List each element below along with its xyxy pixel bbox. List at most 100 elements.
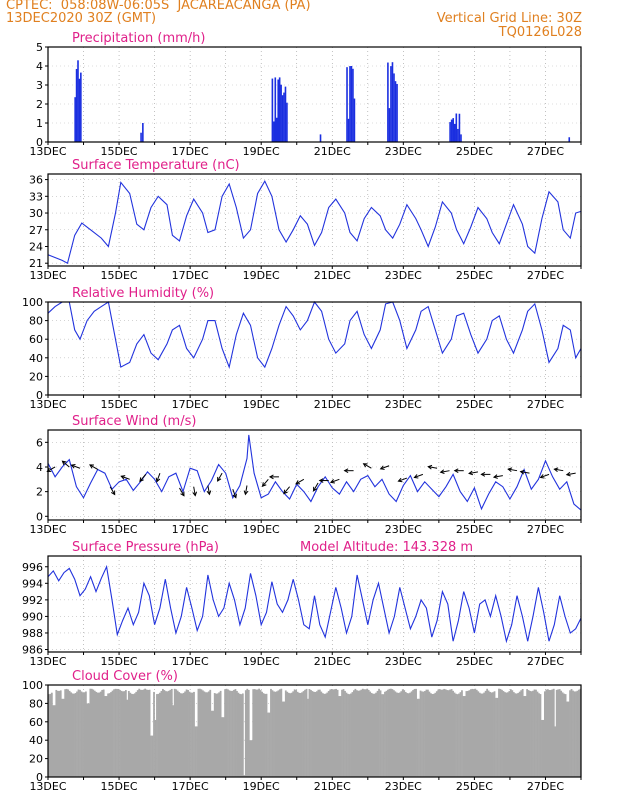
series-line	[47, 434, 582, 511]
y-tick-label: 988	[22, 627, 43, 640]
cloud-bar	[354, 688, 357, 777]
cloud-bar	[176, 690, 179, 777]
wind-arrow-head	[480, 472, 486, 477]
cloud-bar	[114, 688, 117, 777]
x-tick-label: 23DEC	[385, 269, 422, 282]
precip-bar	[346, 67, 348, 142]
cloud-bar	[298, 692, 300, 777]
cloud-bar	[314, 691, 317, 777]
precip-bar	[390, 66, 392, 142]
cloud-bar	[357, 690, 360, 777]
wind-arrow-head	[507, 467, 513, 473]
cloud-bar	[49, 693, 52, 777]
wind-arrow-shaft	[554, 468, 564, 472]
cloud-bar	[196, 726, 198, 777]
cloud-bar	[213, 693, 216, 777]
cloud-bar	[330, 689, 333, 777]
wind-arrow-head	[70, 464, 76, 469]
cloud-bar	[493, 691, 496, 777]
cloud-bar	[150, 735, 152, 777]
wind-arrow-shaft	[380, 465, 390, 470]
wind-arrow-head	[492, 474, 498, 479]
x-tick-label: 21DEC	[314, 398, 351, 411]
cloud-bar	[126, 699, 129, 777]
cloud-bar	[52, 705, 55, 777]
wind-arrow-shaft	[232, 489, 237, 498]
wind-arrow-shaft	[156, 472, 161, 482]
cloud-bar	[262, 693, 265, 777]
wind-arrow	[507, 467, 518, 473]
cloud-bar	[110, 692, 112, 777]
cloud-bar	[163, 690, 166, 777]
cloud-bar	[502, 691, 505, 777]
cloud-bar	[258, 688, 261, 777]
cloud-bar	[421, 691, 423, 777]
cloud-bar	[471, 688, 474, 777]
cloud-bar	[424, 691, 426, 777]
wind-arrow	[109, 486, 116, 496]
cloud-bar	[224, 689, 226, 777]
cloud-bar	[428, 691, 431, 777]
cloud-bar	[58, 690, 61, 777]
cloud-bar	[318, 689, 321, 777]
wind-arrow-shaft	[493, 475, 503, 478]
cloud-bar	[302, 691, 305, 777]
cloud-bar	[107, 693, 110, 777]
x-tick-label: 25DEC	[456, 780, 493, 793]
cloud-bar	[267, 712, 269, 777]
cloud-bar	[570, 689, 573, 777]
y-tick-label: 21	[29, 257, 43, 270]
cloud-bar	[206, 692, 209, 777]
wind-arrow-head	[427, 464, 433, 470]
panel-1	[45, 46, 582, 145]
cloud-bar	[472, 689, 475, 777]
cloud-bar	[505, 692, 508, 777]
cloud-bar	[284, 690, 287, 777]
wind-arrow	[539, 473, 550, 479]
x-tick-label: 19DEC	[243, 269, 280, 282]
cloud-bar	[90, 688, 93, 777]
cloud-bar	[48, 694, 50, 777]
x-tick-label: 27DEC	[527, 655, 564, 668]
panel-title: Surface Wind (m/s)	[72, 414, 196, 429]
cloud-bar	[243, 775, 246, 777]
cloud-bar	[133, 693, 136, 777]
cloud-bar	[555, 689, 558, 777]
cloud-bar	[77, 689, 80, 777]
cloud-bar	[102, 689, 105, 777]
cloud-bar	[474, 688, 477, 777]
cloud-bar	[193, 691, 195, 777]
cloud-bar	[465, 691, 468, 777]
cloud-bar	[504, 692, 506, 777]
cloud-bar	[520, 690, 523, 777]
cloud-bar	[207, 691, 210, 777]
cloud-bar	[397, 692, 400, 777]
wind-arrow-head	[343, 468, 349, 474]
cloud-bar	[79, 689, 81, 777]
x-tick-label: 15DEC	[101, 269, 138, 282]
cloud-bar	[557, 689, 560, 777]
cloud-bar	[367, 689, 370, 777]
wind-arrow-shaft	[540, 473, 550, 478]
cloud-bar	[456, 694, 459, 777]
precip-bar	[455, 113, 458, 142]
cloud-bar	[449, 689, 452, 777]
cloud-bar	[468, 690, 471, 777]
precip-bar	[284, 86, 287, 142]
precip-bar	[457, 128, 459, 142]
x-tick-label: 15DEC	[101, 145, 138, 158]
panel-3	[45, 300, 582, 398]
cloud-bar	[361, 688, 364, 777]
cloud-bar	[431, 694, 434, 777]
wind-arrow-shaft	[566, 472, 576, 476]
cloud-bar	[68, 690, 71, 777]
cloud-bar	[130, 693, 133, 777]
cloud-bar	[434, 692, 437, 777]
y-tick-label: 20	[29, 753, 43, 766]
cloud-bar	[320, 691, 323, 777]
x-tick-label: 25DEC	[456, 655, 493, 668]
cloud-bar	[469, 689, 472, 777]
precip-bar	[394, 81, 397, 142]
panel-title: Surface Temperature (nC)	[72, 158, 240, 173]
cloud-bar	[166, 691, 169, 777]
